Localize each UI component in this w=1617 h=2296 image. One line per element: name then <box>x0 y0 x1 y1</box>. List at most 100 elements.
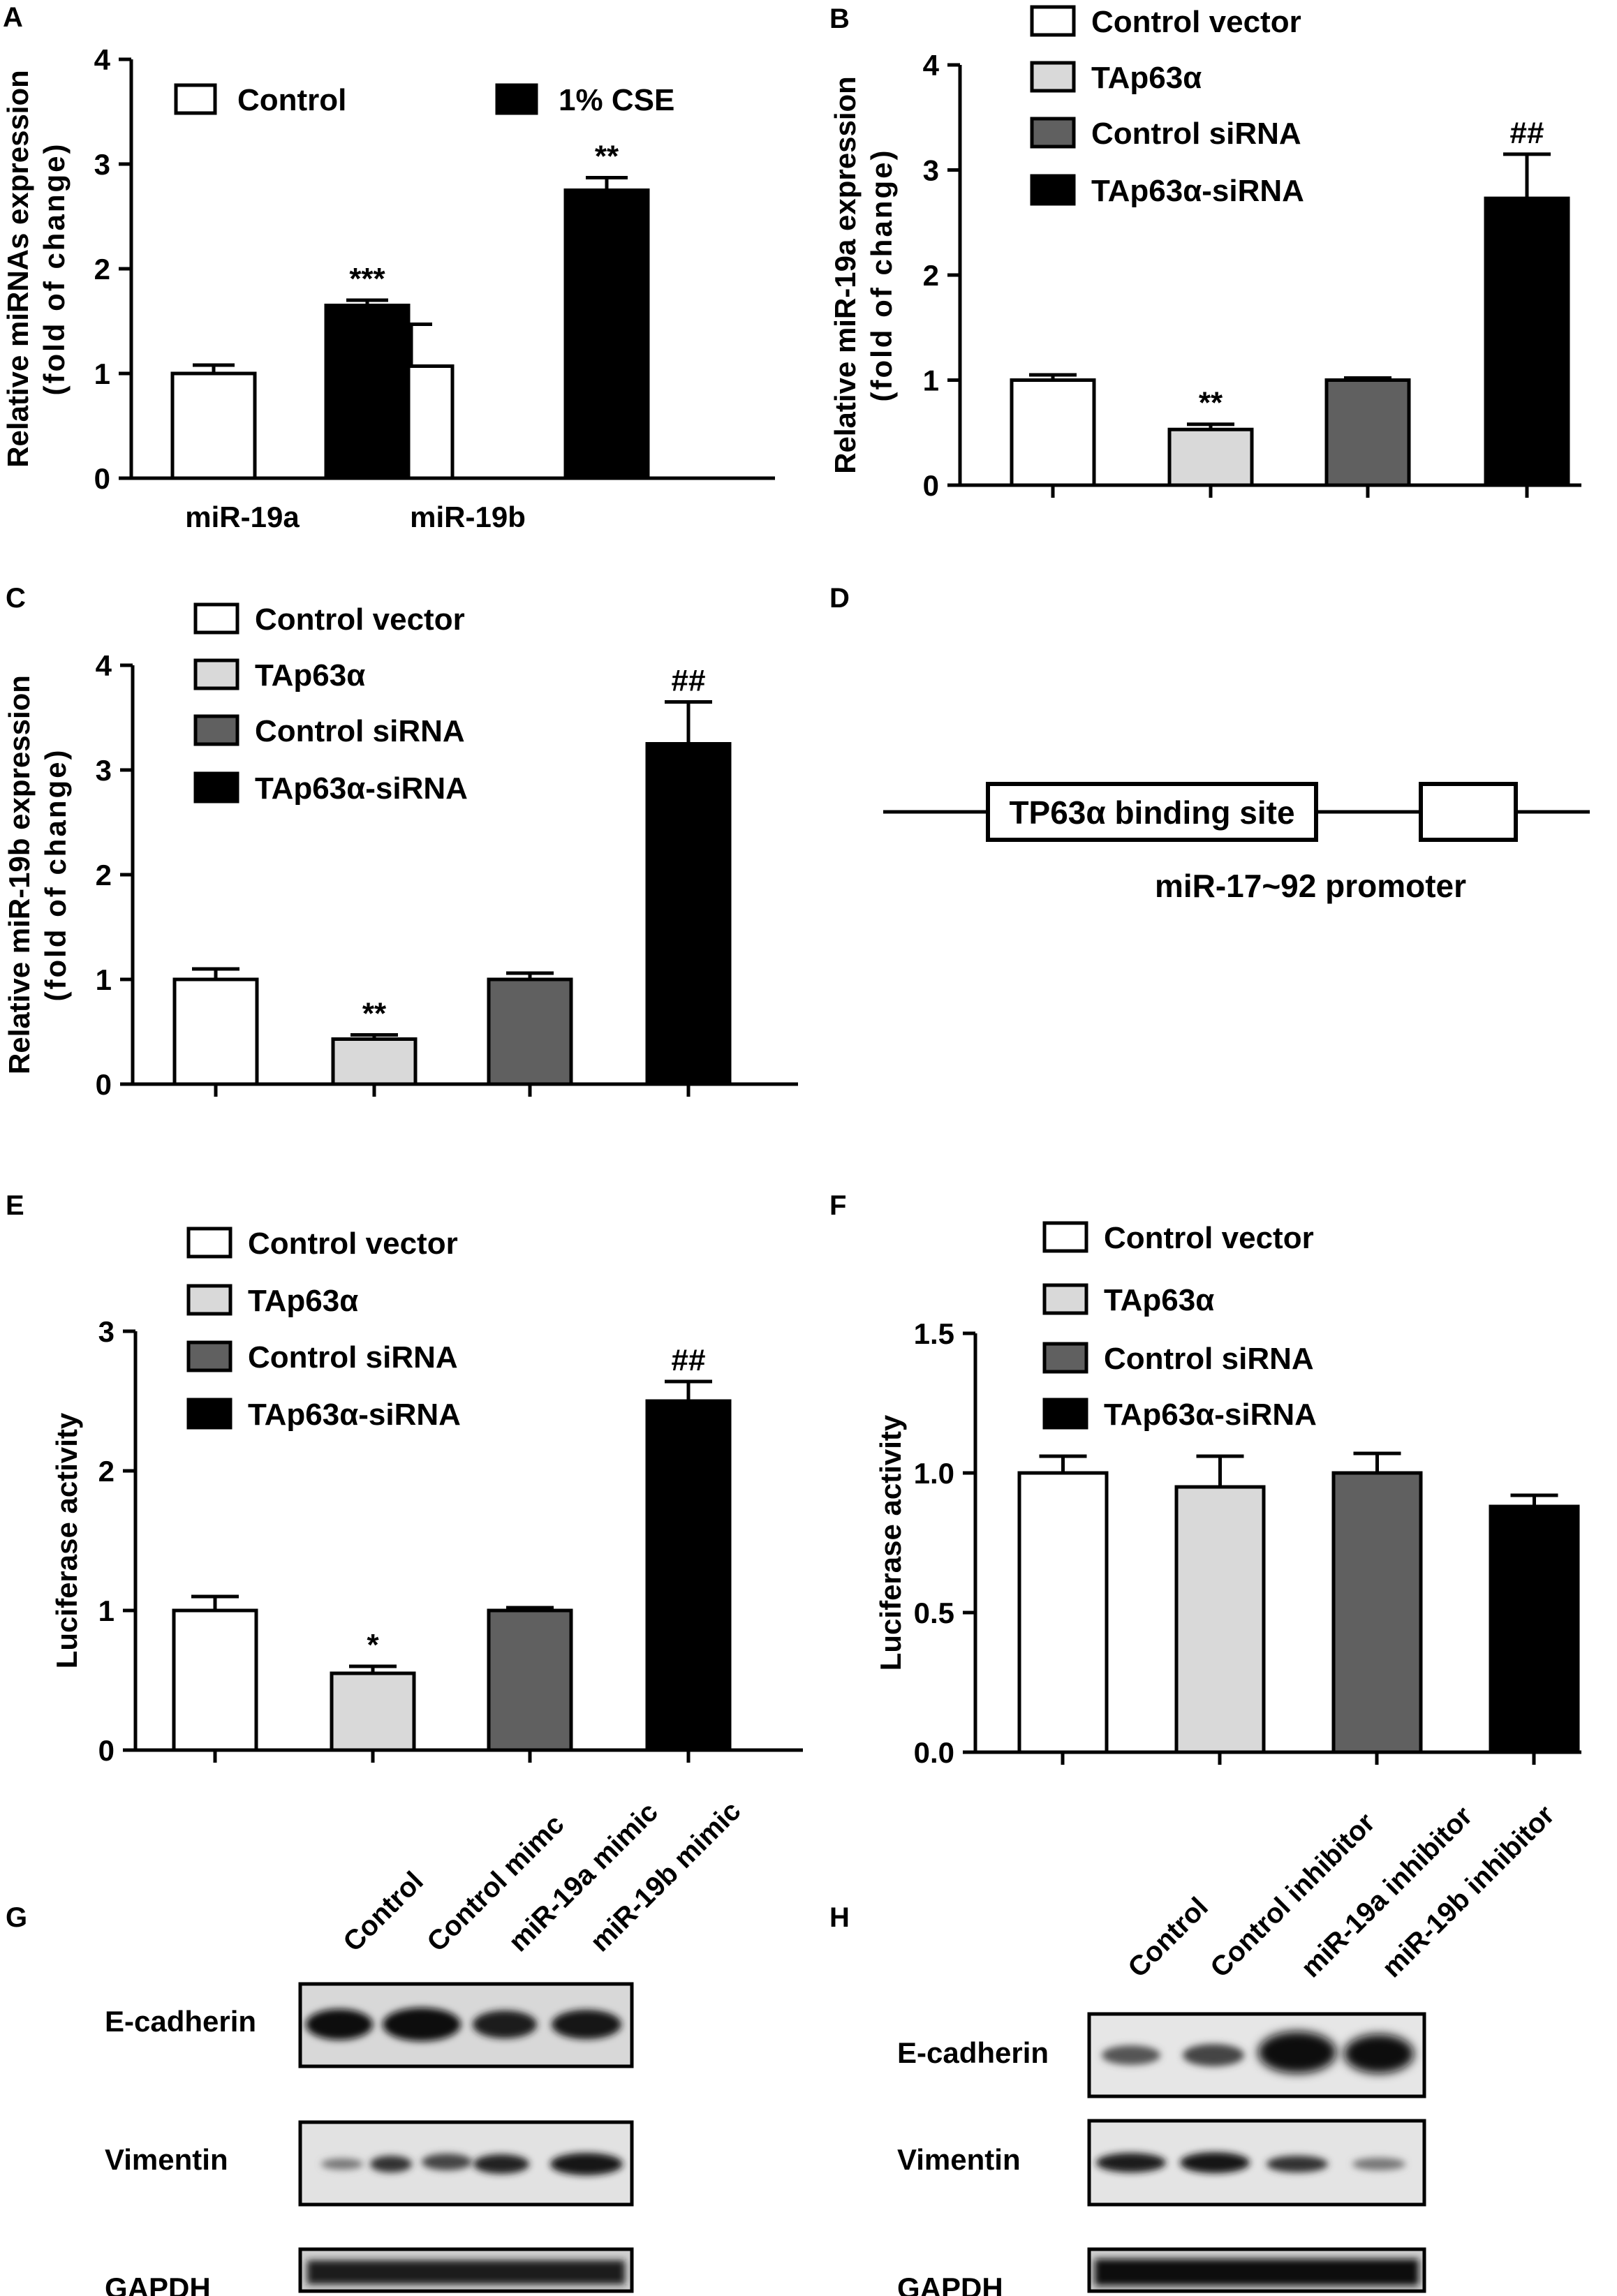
binding-site-label: TP63α binding site <box>1009 794 1294 831</box>
bar <box>1331 1471 1423 1754</box>
legend-swatch <box>193 771 239 803</box>
row-label-gapdh: GAPDH <box>897 2272 1003 2296</box>
blot-band <box>1180 2152 1250 2173</box>
lane-label: Control mimc <box>421 1809 570 1957</box>
legend-swatch <box>186 1284 232 1316</box>
legend-swatch <box>186 1398 232 1430</box>
panel-label-g: G <box>6 1902 27 1933</box>
y-tick-label: 2 <box>98 1455 115 1488</box>
bar <box>487 1608 573 1752</box>
legend-swatch <box>1042 1398 1088 1430</box>
legend-label: Control <box>237 83 346 117</box>
chart-panel-c: 0 1 2 3 4 Relative miR-19b expression (fold of… <box>3 602 798 1101</box>
y-axis-title: (fold of change) <box>865 149 898 402</box>
bar <box>324 304 411 480</box>
significance-label: ** <box>362 997 387 1031</box>
blot-band <box>307 2260 625 2284</box>
bar <box>170 371 257 480</box>
legend-label: Control siRNA <box>1104 1342 1314 1376</box>
legend-label: TAp63α-siRNA <box>1104 1398 1317 1432</box>
lane-label: miR-19a mimic <box>503 1797 664 1958</box>
bar <box>1174 1485 1266 1754</box>
panel-label-c: C <box>6 583 26 614</box>
panel-label-f: F <box>829 1190 846 1221</box>
y-tick-label: 3 <box>923 154 939 187</box>
y-tick-label: 0 <box>96 1068 112 1101</box>
bar <box>1017 1471 1109 1754</box>
legend-label: Control vector <box>1104 1221 1314 1255</box>
y-tick-label: 0 <box>98 1734 115 1767</box>
legend-swatch <box>1030 174 1076 206</box>
y-axis-title: Relative miR-19b expression <box>3 675 36 1074</box>
chart-panel-e: 0 1 2 3 Luciferase activity * ## Control vector… <box>50 1227 803 1767</box>
bar <box>172 977 259 1086</box>
significance-label: ## <box>672 664 706 698</box>
significance-label: *** <box>349 262 385 296</box>
legend-swatch <box>193 658 239 690</box>
legend-swatch <box>1042 1221 1088 1253</box>
legend-label: TAp63α-siRNA <box>248 1398 461 1432</box>
y-tick-label: 2 <box>923 259 939 292</box>
bar <box>1489 1504 1580 1754</box>
bar <box>1010 378 1096 487</box>
legend-label: Control siRNA <box>1091 117 1301 151</box>
blot-band <box>1344 2034 1414 2073</box>
chart-panel-b: 0 1 2 3 4 Relative miR-19a expression (fold of… <box>829 5 1581 502</box>
y-tick-label: 1.5 <box>914 1317 954 1350</box>
y-axis-title: Relative miRNAs expression <box>1 70 34 468</box>
legend-swatch <box>495 83 538 115</box>
y-tick-label: 4 <box>923 49 940 82</box>
blot-band <box>473 2010 537 2038</box>
bar <box>1484 196 1570 487</box>
bar <box>1167 427 1254 487</box>
bar <box>563 188 650 480</box>
legend-swatch <box>174 83 217 115</box>
second-site-box <box>1419 782 1518 842</box>
blot-band <box>552 2010 621 2039</box>
row-label-e-cadherin: E-cadherin <box>897 2036 1049 2069</box>
blot-band <box>1258 2031 1336 2073</box>
bar <box>487 977 573 1086</box>
y-axis-title: (fold of change) <box>39 748 72 1002</box>
promoter-diagram: TP63α binding site miR-17~92 promoter <box>883 782 1590 904</box>
y-tick-label: 3 <box>94 148 110 181</box>
y-tick-label: 1.0 <box>914 1457 954 1490</box>
legend-label: TAp63α <box>1091 61 1202 95</box>
lane-label: Control inhibitor <box>1204 1807 1381 1984</box>
promoter-label: miR-17~92 promoter <box>1155 868 1466 904</box>
x-tick-label: miR-19b <box>410 501 526 533</box>
row-label-vimentin: Vimentin <box>897 2143 1021 2176</box>
western-blot-h: Control Control inhibitor miR-19a inhibi… <box>897 1800 1560 2296</box>
legend-label: TAp63α <box>255 658 365 692</box>
blot-band <box>1352 2158 1405 2170</box>
legend-label: Control vector <box>1091 5 1301 39</box>
y-tick-label: 1 <box>923 364 939 397</box>
significance-label: ** <box>595 140 619 174</box>
row-label-e-cadherin: E-cadherin <box>105 2005 256 2038</box>
panel-label-h: H <box>829 1902 850 1933</box>
y-axis-title: Relative miR-19a expression <box>829 76 862 474</box>
blot-band <box>473 2154 529 2174</box>
significance-label: ** <box>1199 386 1223 420</box>
chart-panel-f: 0.0 0.5 1.0 1.5 Luciferase activity Control v… <box>874 1221 1581 1769</box>
legend-label: 1% CSE <box>559 83 674 117</box>
legend-label: TAp63α-siRNA <box>1091 174 1304 208</box>
y-tick-label: 0.0 <box>914 1736 954 1769</box>
y-tick-label: 1 <box>94 357 110 390</box>
legend-swatch <box>1030 5 1076 37</box>
chart-panel-a: 0 1 2 3 4 Relative miRNAs expression (fold of … <box>1 43 775 533</box>
bar <box>645 1399 732 1752</box>
x-tick-label: miR-19a <box>185 501 300 533</box>
legend-label: Control siRNA <box>248 1340 458 1375</box>
bar <box>331 1037 418 1086</box>
legend-swatch <box>1030 61 1076 93</box>
y-axis-title: Luciferase activity <box>874 1414 907 1671</box>
bar <box>645 742 732 1086</box>
legend-label: Control siRNA <box>255 714 465 748</box>
y-tick-label: 0.5 <box>914 1597 954 1629</box>
lane-label: miR-19b mimic <box>584 1795 746 1957</box>
y-tick-label: 2 <box>94 253 110 286</box>
binding-site-box <box>986 782 1318 842</box>
legend-swatch <box>1042 1283 1088 1315</box>
legend-swatch <box>1030 117 1076 149</box>
